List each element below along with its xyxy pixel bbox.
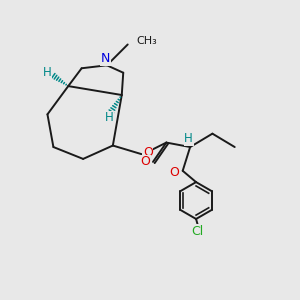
Text: N: N: [101, 52, 110, 65]
Text: CH₃: CH₃: [136, 36, 157, 46]
Text: H: H: [184, 132, 193, 145]
Text: O: O: [143, 146, 153, 160]
Text: H: H: [105, 111, 114, 124]
Text: Cl: Cl: [191, 225, 204, 238]
Text: O: O: [169, 166, 179, 179]
Text: O: O: [141, 155, 151, 168]
Text: H: H: [43, 66, 51, 79]
